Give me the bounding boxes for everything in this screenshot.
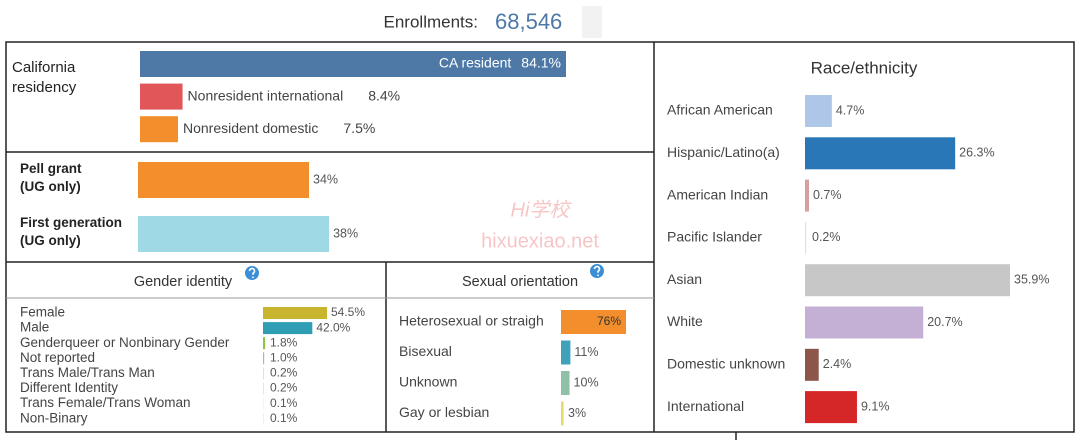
value-label: 42.0% [316, 320, 350, 334]
category-label: Trans Female/Trans Woman [20, 395, 191, 410]
value-label: 0.2% [270, 366, 298, 380]
header-value: 68,546 [495, 9, 562, 34]
category-label-box: Pell grant (UG only) [20, 161, 82, 195]
chart-title: Sexual orientation [462, 274, 578, 290]
category-label: Non-Binary [20, 410, 88, 425]
value-label: 38% [333, 226, 358, 240]
value-label: 3% [568, 406, 586, 420]
bar [263, 337, 266, 350]
value-label: 0.1% [270, 411, 298, 425]
watermark: hixuexiao.net [481, 230, 599, 252]
value-label: 54.5% [331, 305, 365, 319]
chart-title: Gender identity [134, 274, 233, 290]
bar [561, 310, 626, 334]
value-label: 0.7% [813, 188, 842, 202]
bar [805, 179, 809, 212]
chart-title-box: California residency [12, 59, 77, 97]
category-label: Female [20, 305, 65, 320]
value-label: 34% [313, 172, 338, 186]
category-label: Genderqueer or Nonbinary Gender [20, 335, 230, 350]
value-label: 26.3% [959, 146, 994, 160]
bar [140, 51, 566, 77]
bar [805, 137, 956, 170]
category-label: White [667, 313, 703, 329]
category-label: Asian [667, 271, 702, 287]
value-label: 1.8% [270, 335, 298, 349]
bar [263, 322, 313, 335]
bar [561, 340, 571, 365]
value-label: 84.1% [521, 55, 561, 71]
value-label: 2.4% [823, 357, 852, 371]
help-icon[interactable] [590, 264, 604, 278]
value-label: 0.2% [270, 381, 298, 395]
header-label: Enrollments: [384, 12, 478, 31]
bar [561, 371, 570, 395]
category-label: Heterosexual or straigh [399, 313, 544, 329]
bar [805, 221, 807, 254]
bar [805, 348, 819, 381]
bar [805, 306, 924, 339]
category-label: Hispanic/Latino(a) [667, 144, 780, 160]
category-label-box: First generation (UG only) [20, 215, 123, 249]
category-label: Different Identity [20, 380, 118, 395]
help-icon[interactable] [245, 266, 259, 280]
category-label: Male [20, 320, 49, 335]
category-label: Trans Male/Trans Man [20, 365, 155, 380]
value-label: 4.7% [836, 103, 865, 117]
value-label: 10% [574, 375, 599, 389]
bar [140, 83, 183, 110]
category-label: Gay or lesbian [399, 404, 489, 420]
category-label: Unknown [399, 374, 457, 390]
value-label: 35.9% [1014, 272, 1049, 286]
category-label: Bisexual [399, 343, 452, 359]
bar [561, 401, 564, 426]
category-label: American Indian [667, 186, 768, 202]
value-label: 20.7% [927, 315, 962, 329]
bar [805, 391, 857, 424]
category-label: Pell grant (UG only) [20, 161, 82, 195]
watermark: Hi学校 [511, 199, 573, 221]
value-label: 76% [597, 314, 621, 328]
category-label: Not reported [20, 350, 95, 365]
bar [263, 352, 265, 365]
chart-title: Race/ethnicity [811, 58, 918, 77]
value-label: 0.2% [812, 230, 841, 244]
value-label: 11% [574, 345, 598, 359]
category-label: Domestic unknown [667, 356, 785, 372]
category-label: International [667, 398, 744, 414]
frame [5, 41, 1075, 433]
chart-title: California residency [12, 59, 77, 97]
value-label: 8.4% [368, 87, 400, 103]
bar [805, 264, 1010, 297]
bar [805, 95, 832, 127]
category-label: Nonresident international [188, 87, 344, 103]
bar [263, 307, 327, 319]
category-label: First generation (UG only) [20, 215, 123, 249]
value-label: 1.0% [270, 350, 298, 364]
category-label: Nonresident domestic [183, 120, 318, 136]
bar [140, 116, 178, 143]
category-label: CA resident [439, 55, 511, 71]
header-box [582, 6, 602, 38]
value-label: 9.1% [861, 399, 890, 413]
value-label: 0.1% [270, 396, 298, 410]
category-label: Pacific Islander [667, 229, 762, 245]
bar [138, 162, 309, 198]
category-label: African American [667, 102, 773, 118]
value-label: 7.5% [343, 120, 375, 136]
bar [138, 216, 330, 252]
